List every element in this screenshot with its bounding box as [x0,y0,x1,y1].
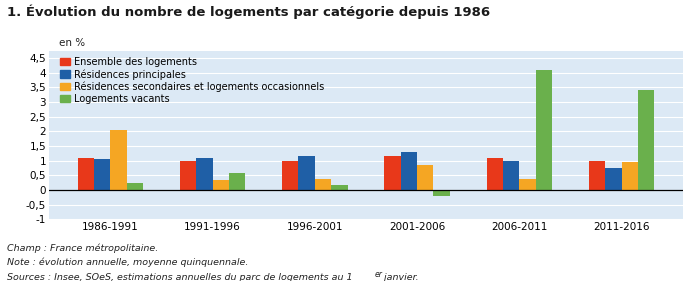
Bar [487,158,503,190]
Text: er: er [374,270,382,279]
Bar [331,185,348,190]
Bar [213,180,229,190]
Bar [197,158,213,190]
Bar [315,179,331,190]
Text: Champ : France métropolitaine.: Champ : France métropolitaine. [7,243,158,253]
Bar [77,158,94,190]
Text: en %: en % [59,38,85,48]
Bar [535,70,552,190]
Bar [282,160,298,190]
Bar [589,160,605,190]
Bar [622,162,638,190]
Bar [110,130,127,190]
Bar [384,156,401,190]
Text: janvier.: janvier. [381,273,419,281]
Bar [605,168,622,190]
Bar [94,159,110,190]
Bar [503,161,519,190]
Bar [401,152,417,190]
Bar [519,179,535,190]
Text: Sources : Insee, SOeS, estimations annuelles du parc de logements au 1: Sources : Insee, SOeS, estimations annue… [7,273,353,281]
Bar [638,90,654,190]
Bar [180,160,197,190]
Bar [229,173,245,190]
Bar [298,156,315,190]
Bar [417,165,434,190]
Text: Note : évolution annuelle, moyenne quinquennale.: Note : évolution annuelle, moyenne quinq… [7,258,248,268]
Legend: Ensemble des logements, Résidences principales, Résidences secondaires et logeme: Ensemble des logements, Résidences princ… [60,57,324,104]
Bar [127,183,143,190]
Bar [434,190,450,196]
Text: 1. Évolution du nombre de logements par catégorie depuis 1986: 1. Évolution du nombre de logements par … [7,4,490,19]
